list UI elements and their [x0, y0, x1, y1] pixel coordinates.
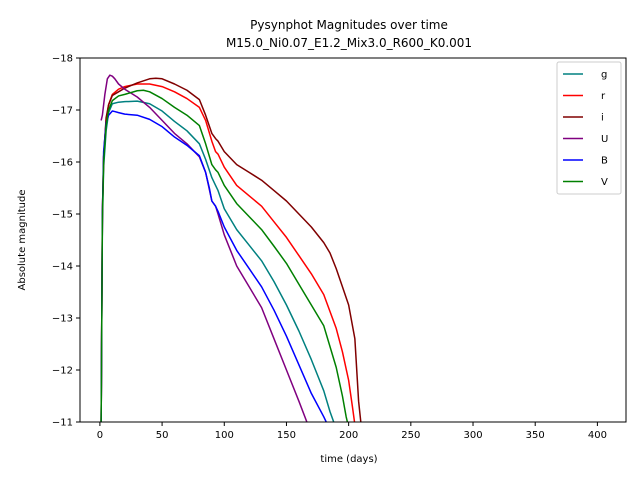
chart-title: Pysynphot Magnitudes over time: [250, 18, 448, 32]
y-tick-label: −15: [52, 210, 73, 221]
legend-label-B: B: [601, 156, 608, 167]
series-layer: [100, 74, 362, 422]
y-tick-label: −13: [52, 314, 73, 325]
series-line-r: [100, 83, 356, 422]
x-tick-label: 200: [339, 430, 358, 441]
series-line-B: [100, 110, 328, 422]
plot-frame: [79, 57, 627, 423]
y-tick-label: −14: [52, 262, 73, 273]
x-tick-label: 300: [463, 430, 482, 441]
chart-subtitle: M15.0_Ni0.07_E1.2_Mix3.0_R600_K0.001: [226, 36, 472, 50]
legend-label-g: g: [601, 70, 607, 81]
series-line-g: [100, 100, 335, 422]
x-axis: 0 50 100 150 200 250 300 350 400: [97, 422, 607, 441]
y-tick-label: −12: [52, 366, 73, 377]
y-axis-label: Absolute magnitude: [17, 190, 28, 291]
legend-label-V: V: [601, 177, 608, 188]
series-line-i: [100, 77, 362, 422]
y-tick-label: −18: [52, 54, 73, 65]
x-tick-label: 0: [97, 430, 103, 441]
y-tick-label: −16: [52, 158, 73, 169]
legend-label-U: U: [601, 134, 608, 145]
y-axis: −18 −17 −16 −15 −14 −13 −12 −11: [52, 54, 80, 429]
legend-label-r: r: [601, 91, 606, 102]
series-line-V: [100, 89, 349, 422]
x-tick-label: 150: [277, 430, 296, 441]
x-tick-label: 350: [526, 430, 545, 441]
legend-label-i: i: [601, 113, 604, 124]
x-axis-label: time (days): [320, 454, 377, 465]
x-tick-label: 50: [156, 430, 169, 441]
y-tick-label: −17: [52, 106, 73, 117]
plot-area: [79, 57, 627, 423]
y-tick-label: −11: [52, 418, 73, 429]
x-tick-label: 100: [215, 430, 234, 441]
x-tick-label: 250: [401, 430, 420, 441]
x-tick-label: 400: [588, 430, 607, 441]
legend-box: [556, 61, 622, 195]
